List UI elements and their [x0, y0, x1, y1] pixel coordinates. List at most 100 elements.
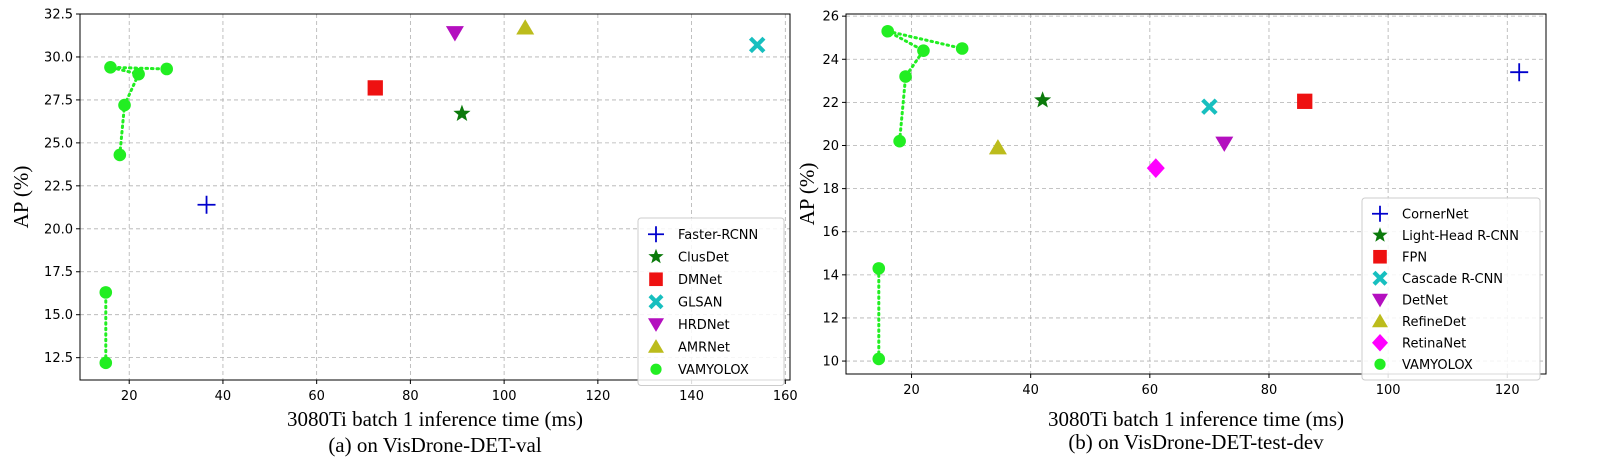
series-faster-rcnn [197, 195, 216, 214]
series-dmnet [367, 80, 383, 96]
chart-panel-a: 20 40 60 80 100 120 140 160 12.5 15.0 17.5 20.0 22.5… [9, 8, 798, 458]
y-tick-label: 32.5 [44, 8, 73, 23]
legend-label: GLSAN [678, 295, 722, 310]
legend-label: VAMYOLOX [1402, 358, 1473, 373]
legend-label: FPN [1402, 250, 1427, 265]
x-tick-label: 160 [773, 389, 798, 404]
series-hrdnet [445, 26, 464, 42]
data-point [955, 42, 969, 55]
y-tick-label: 26 [822, 10, 839, 25]
series-refinedet [988, 139, 1007, 155]
data-point [1201, 98, 1218, 115]
legend-marker [1372, 227, 1388, 242]
y-tick-label: 10 [822, 355, 839, 370]
legend-marker [1372, 270, 1388, 286]
data-point [453, 104, 471, 121]
x-tick-label: 40 [1022, 383, 1039, 398]
legend-label: HRDNet [678, 318, 730, 333]
x-axis-label: 3080Ti batch 1 inference time (ms) [1048, 407, 1344, 431]
data-point [99, 286, 113, 299]
legend-marker [648, 294, 664, 310]
data-point [893, 134, 906, 148]
legend-label: ClusDet [678, 250, 729, 265]
legend-marker [1372, 205, 1388, 222]
series-cornernet [1510, 63, 1529, 82]
x-tick-label: 120 [1495, 383, 1520, 398]
legend-label: Cascade R-CNN [1402, 272, 1503, 287]
series-fpn [1297, 93, 1313, 109]
legend-marker [648, 339, 664, 353]
legend-marker [650, 363, 662, 375]
legend-marker [1373, 249, 1387, 264]
data-point [748, 36, 766, 54]
legend-marker [1374, 358, 1386, 370]
panel-caption: (a) on VisDrone-DET-val [328, 433, 542, 457]
x-tick-label: 100 [492, 389, 517, 404]
x-tick-label: 60 [308, 389, 325, 404]
x-axis-label: 3080Ti batch 1 inference time (ms) [287, 407, 583, 431]
chart-panel-b: 20 40 60 80 100 120 10 12 14 16 18 20 22 24 26 3080Ti b… [795, 10, 1547, 454]
legend-label: Faster-RCNN [678, 228, 758, 243]
y-tick-label: 12.5 [44, 351, 73, 366]
legend: Faster-RCNN ClusDet DMNet GLSAN HRDNet AMRNet… [637, 217, 785, 386]
y-tick-label: 20.0 [44, 222, 73, 237]
data-point [99, 356, 113, 370]
data-point [132, 67, 145, 81]
y-tick-label: 25.0 [44, 136, 73, 151]
data-point [113, 148, 127, 162]
data-point [104, 60, 117, 74]
data-point [1297, 93, 1313, 109]
x-tick-label: 140 [679, 389, 704, 404]
data-point [197, 195, 216, 214]
legend-marker [648, 226, 664, 243]
series-amrnet [516, 19, 535, 35]
y-tick-label: 12 [822, 311, 839, 326]
data-point [899, 70, 912, 83]
data-point [160, 62, 173, 76]
legend-label: DetNet [1402, 293, 1448, 308]
y-tick-label: 30.0 [44, 50, 73, 65]
data-point [1510, 63, 1529, 82]
y-tick-label: 14 [822, 268, 839, 283]
panel-caption: (b) on VisDrone-DET-test-dev [1068, 430, 1324, 454]
data-point [988, 139, 1007, 155]
data-point [1034, 91, 1052, 108]
x-tick-label: 80 [1261, 383, 1278, 398]
series-light-head-r-cnn [1034, 91, 1052, 108]
legend-label: RetinaNet [1402, 336, 1466, 351]
x-tick-label: 20 [903, 383, 920, 398]
x-tick-label: 120 [585, 389, 610, 404]
y-axis-label: AP (%) [795, 163, 819, 226]
series-vamyolox [872, 24, 969, 366]
legend-box [1361, 197, 1541, 381]
series-retinanet [1146, 158, 1165, 179]
data-point [872, 262, 886, 275]
legend-label: AMRNet [678, 340, 730, 355]
x-tick-label: 60 [1142, 383, 1159, 398]
series-cascade-r-cnn [1201, 98, 1218, 115]
y-tick-label: 22 [822, 96, 839, 111]
y-tick-label: 20 [822, 139, 839, 154]
legend-marker [1372, 333, 1388, 352]
data-point [872, 352, 886, 366]
series-clusdet [453, 104, 471, 121]
y-tick-label: 17.5 [44, 265, 73, 280]
legend-marker [1372, 293, 1388, 308]
legend-marker [649, 272, 663, 287]
data-point [1146, 158, 1165, 179]
series-vamyolox [99, 60, 173, 370]
y-tick-label: 18 [822, 182, 839, 197]
y-tick-label: 24 [822, 53, 839, 68]
legend-marker [648, 248, 664, 264]
legend: CornerNet Light-Head R-CNN FPN Cascade R-CN… [1361, 197, 1541, 381]
data-point [118, 98, 131, 112]
legend-box [637, 217, 785, 386]
y-tick-label: 15.0 [44, 308, 73, 323]
y-tick-label: 27.5 [44, 93, 73, 108]
plot-frame [79, 13, 791, 381]
x-tick-label: 40 [215, 389, 232, 404]
legend-label: VAMYOLOX [678, 363, 749, 378]
legend-label: RefineDet [1402, 315, 1466, 330]
data-point [881, 24, 895, 38]
